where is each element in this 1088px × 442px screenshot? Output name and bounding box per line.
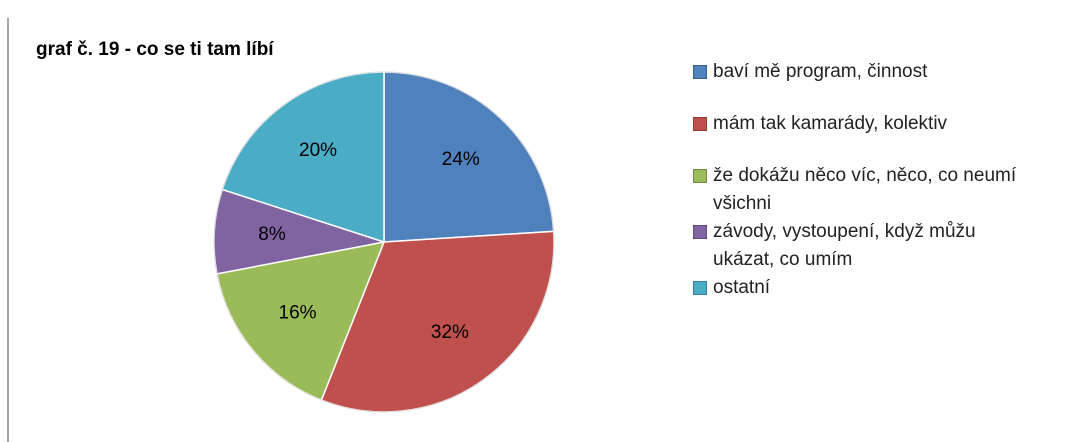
legend-label: ostatní: [713, 277, 771, 298]
legend-item: mám tak kamarády, kolektiv: [693, 110, 1023, 138]
legend-label: že dokážu něco víc, něco, co neumí všich…: [713, 165, 1017, 214]
data-label: 20%: [299, 140, 337, 161]
legend-label: baví mě program, činnost: [713, 61, 928, 82]
legend-label: mám tak kamarády, kolektiv: [713, 113, 948, 134]
legend-item: baví mě program, činnost: [693, 58, 1023, 86]
data-label: 8%: [258, 224, 286, 245]
legend-swatch: [693, 225, 707, 239]
pie-slice: [320, 230, 555, 413]
data-label: 24%: [442, 149, 480, 170]
legend-swatch: [693, 281, 707, 295]
pie-outline: [213, 71, 555, 413]
data-label: 32%: [431, 322, 469, 343]
pie-slice: [216, 241, 386, 402]
chart-title: graf č. 19 - co se ti tam líbí: [36, 39, 274, 60]
legend-label: závody, vystoupení, když můžu ukázat, co…: [713, 221, 976, 270]
data-label: 16%: [279, 303, 317, 324]
legend-swatch: [693, 169, 707, 183]
legend-item: ostatní: [693, 274, 1023, 302]
pie-slice: [221, 71, 385, 244]
legend: baví mě program, činnost mám tak kamarády…: [693, 58, 1023, 302]
legend-item: závody, vystoupení, když můžu ukázat, co…: [693, 218, 1023, 274]
legend-item: že dokážu něco víc, něco, co neumí všich…: [693, 162, 1023, 218]
pie-slice: [383, 71, 555, 243]
legend-swatch: [693, 117, 707, 131]
legend-swatch: [693, 65, 707, 79]
